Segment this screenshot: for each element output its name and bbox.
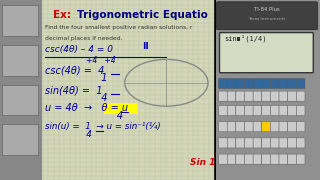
FancyBboxPatch shape bbox=[244, 91, 253, 101]
FancyBboxPatch shape bbox=[253, 105, 262, 116]
FancyBboxPatch shape bbox=[296, 154, 305, 164]
FancyBboxPatch shape bbox=[244, 105, 253, 116]
FancyBboxPatch shape bbox=[227, 154, 236, 164]
Text: sin(u) =  1  → u = sin⁻¹(¹⁄₄): sin(u) = 1 → u = sin⁻¹(¹⁄₄) bbox=[45, 122, 160, 131]
FancyBboxPatch shape bbox=[227, 138, 236, 148]
FancyBboxPatch shape bbox=[279, 154, 288, 164]
FancyBboxPatch shape bbox=[296, 122, 305, 132]
Bar bbox=[2, 85, 38, 115]
FancyBboxPatch shape bbox=[236, 138, 244, 148]
Text: Texas Instruments: Texas Instruments bbox=[249, 17, 286, 21]
FancyBboxPatch shape bbox=[279, 78, 288, 89]
Text: TI-84 Plus: TI-84 Plus bbox=[254, 7, 280, 12]
Bar bbox=[2, 124, 38, 155]
FancyBboxPatch shape bbox=[253, 78, 262, 89]
FancyBboxPatch shape bbox=[253, 91, 262, 101]
FancyBboxPatch shape bbox=[279, 105, 288, 116]
FancyBboxPatch shape bbox=[288, 91, 296, 101]
FancyBboxPatch shape bbox=[253, 154, 262, 164]
Text: csc(4θ) – 4 = 0: csc(4θ) – 4 = 0 bbox=[45, 45, 113, 54]
FancyBboxPatch shape bbox=[219, 91, 227, 101]
FancyBboxPatch shape bbox=[288, 138, 296, 148]
FancyBboxPatch shape bbox=[270, 91, 279, 101]
FancyBboxPatch shape bbox=[288, 105, 296, 116]
FancyBboxPatch shape bbox=[236, 105, 244, 116]
Bar bbox=[216, 0, 320, 180]
FancyBboxPatch shape bbox=[219, 105, 227, 116]
FancyBboxPatch shape bbox=[227, 91, 236, 101]
Text: Ex:: Ex: bbox=[53, 10, 75, 20]
FancyBboxPatch shape bbox=[253, 138, 262, 148]
Bar bbox=[237, 37, 240, 41]
FancyBboxPatch shape bbox=[236, 154, 244, 164]
Text: Sin 1: Sin 1 bbox=[190, 158, 216, 167]
Bar bbox=[2, 5, 38, 36]
Text: Find the four smallest positive radian solutions, r: Find the four smallest positive radian s… bbox=[45, 25, 192, 30]
FancyBboxPatch shape bbox=[288, 154, 296, 164]
FancyBboxPatch shape bbox=[219, 122, 227, 132]
FancyBboxPatch shape bbox=[219, 78, 227, 89]
FancyBboxPatch shape bbox=[288, 78, 296, 89]
FancyBboxPatch shape bbox=[279, 138, 288, 148]
FancyBboxPatch shape bbox=[270, 154, 279, 164]
FancyBboxPatch shape bbox=[217, 2, 317, 30]
FancyBboxPatch shape bbox=[279, 91, 288, 101]
Text: sin⁻¹(1/4): sin⁻¹(1/4) bbox=[224, 35, 267, 42]
FancyBboxPatch shape bbox=[219, 154, 227, 164]
Text: 4: 4 bbox=[45, 130, 92, 139]
FancyBboxPatch shape bbox=[270, 138, 279, 148]
FancyBboxPatch shape bbox=[270, 105, 279, 116]
Text: sin(4θ) =  1: sin(4θ) = 1 bbox=[45, 85, 102, 95]
Bar bbox=[2, 45, 38, 76]
Text: II: II bbox=[142, 42, 149, 51]
FancyBboxPatch shape bbox=[279, 122, 288, 132]
FancyBboxPatch shape bbox=[288, 122, 296, 132]
FancyBboxPatch shape bbox=[227, 78, 236, 89]
FancyBboxPatch shape bbox=[236, 122, 244, 132]
FancyBboxPatch shape bbox=[296, 138, 305, 148]
FancyBboxPatch shape bbox=[262, 154, 270, 164]
FancyBboxPatch shape bbox=[244, 78, 253, 89]
Text: +4   +4: +4 +4 bbox=[86, 56, 116, 65]
FancyBboxPatch shape bbox=[262, 105, 270, 116]
FancyBboxPatch shape bbox=[220, 33, 313, 73]
FancyBboxPatch shape bbox=[253, 122, 262, 132]
FancyBboxPatch shape bbox=[219, 138, 227, 148]
FancyBboxPatch shape bbox=[244, 122, 253, 132]
FancyBboxPatch shape bbox=[262, 122, 270, 132]
Text: 1: 1 bbox=[45, 73, 107, 83]
Bar bbox=[0, 0, 214, 180]
Text: csc(4θ) =  4: csc(4θ) = 4 bbox=[45, 65, 104, 75]
FancyBboxPatch shape bbox=[296, 78, 305, 89]
Bar bbox=[104, 103, 138, 114]
Text: 4: 4 bbox=[45, 93, 107, 103]
Text: decimal places if needed.: decimal places if needed. bbox=[45, 36, 122, 41]
Text: Trigonometric Equatio: Trigonometric Equatio bbox=[77, 10, 208, 20]
Bar bbox=[0, 0, 42, 180]
FancyBboxPatch shape bbox=[236, 91, 244, 101]
FancyBboxPatch shape bbox=[270, 78, 279, 89]
FancyBboxPatch shape bbox=[244, 138, 253, 148]
Text: u = 4θ  →   θ = u: u = 4θ → θ = u bbox=[45, 103, 128, 113]
FancyBboxPatch shape bbox=[244, 154, 253, 164]
FancyBboxPatch shape bbox=[270, 122, 279, 132]
FancyBboxPatch shape bbox=[296, 91, 305, 101]
FancyBboxPatch shape bbox=[262, 91, 270, 101]
FancyBboxPatch shape bbox=[236, 78, 244, 89]
FancyBboxPatch shape bbox=[262, 138, 270, 148]
Text: 4: 4 bbox=[45, 111, 123, 121]
FancyBboxPatch shape bbox=[262, 78, 270, 89]
FancyBboxPatch shape bbox=[296, 105, 305, 116]
FancyBboxPatch shape bbox=[227, 105, 236, 116]
FancyBboxPatch shape bbox=[227, 122, 236, 132]
